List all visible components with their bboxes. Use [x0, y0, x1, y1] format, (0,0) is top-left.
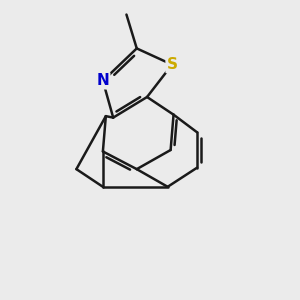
Text: N: N — [97, 73, 109, 88]
Text: S: S — [167, 57, 178, 72]
